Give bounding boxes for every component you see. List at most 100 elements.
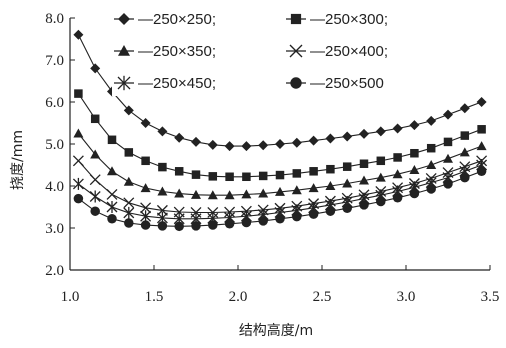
legend-item: —250×450; [112, 70, 216, 96]
x-tick-label: 3.0 [397, 289, 416, 305]
data-point [107, 214, 117, 224]
axes: 2.0 3.0 4.0 5.0 6.0 7.0 8.0 1.0 1.5 2.0 2.5 3.0 3.5 [45, 11, 499, 305]
data-point [275, 139, 285, 149]
data-point [325, 206, 336, 216]
data-point [89, 190, 101, 203]
legend-label: —250×400; [310, 43, 388, 60]
data-point [157, 221, 168, 231]
data-point [258, 188, 269, 198]
data-point [342, 178, 353, 188]
data-point [326, 164, 335, 174]
data-point [124, 148, 134, 157]
data-point [409, 120, 420, 131]
data-point [224, 190, 235, 200]
data-point [106, 201, 118, 213]
data-point [174, 167, 184, 176]
data-point [359, 175, 369, 185]
data-point [258, 216, 268, 226]
data-point [140, 202, 152, 214]
legend-marker [290, 13, 302, 25]
y-tick-label: 4.0 [45, 179, 64, 195]
data-point [409, 188, 420, 199]
data-point [309, 167, 318, 176]
data-point [141, 156, 150, 166]
x-stroke [106, 188, 118, 200]
data-point [275, 170, 285, 180]
data-point [476, 166, 487, 177]
legend: —250×250; —250×300; —250×350; —250×400; —250… [112, 6, 388, 96]
data-point [342, 203, 352, 214]
data-point [459, 147, 470, 157]
data-point [72, 155, 84, 167]
x-axis-title: 结构高度/m [239, 322, 313, 339]
legend-marker [289, 44, 303, 58]
series-1 [74, 89, 486, 182]
data-point [476, 97, 487, 107]
data-point [476, 141, 487, 151]
data-point [123, 197, 135, 209]
data-point [292, 169, 302, 178]
y-tick-label: 5.0 [45, 137, 64, 153]
data-point [242, 172, 251, 182]
data-point [392, 193, 403, 203]
data-point [459, 103, 470, 114]
data-point [123, 206, 135, 219]
data-point [140, 210, 152, 223]
legend-item: —250×300; [284, 6, 388, 32]
data-point [460, 172, 470, 183]
data-point [392, 169, 403, 179]
data-point [241, 189, 252, 199]
data-point [275, 214, 285, 224]
legend-item: —250×400; [284, 38, 388, 64]
data-point [90, 114, 100, 124]
y-tick-label: 6.0 [45, 95, 64, 111]
data-point [106, 188, 118, 200]
x-tick-label: 2.0 [229, 289, 248, 305]
data-point [426, 115, 437, 126]
data-point [443, 137, 453, 147]
y-tick-label: 8.0 [45, 11, 64, 27]
data-point [140, 118, 151, 128]
legend-marker [290, 77, 302, 89]
data-point [291, 137, 302, 148]
data-point [207, 139, 218, 150]
legend-label: —250×450; [138, 75, 216, 92]
y-axis-title: 挠度/mm [10, 130, 26, 190]
data-point [191, 170, 201, 179]
data-point [410, 148, 419, 158]
data-point [241, 141, 252, 152]
data-point [392, 123, 403, 134]
data-point [72, 177, 84, 190]
data-point [292, 211, 302, 222]
data-point [90, 63, 101, 74]
data-point [393, 153, 402, 162]
data-point [191, 189, 201, 199]
data-point [208, 172, 218, 181]
data-point [73, 29, 84, 40]
y-tick-label: 2.0 [45, 263, 64, 279]
data-point [426, 160, 437, 169]
data-point [426, 184, 436, 194]
x-stroke [72, 155, 84, 167]
data-point [325, 181, 336, 190]
data-point [224, 219, 235, 229]
legend-marker [117, 75, 131, 91]
data-point [174, 132, 185, 143]
data-point [73, 193, 84, 204]
data-point [157, 126, 168, 137]
data-point [107, 166, 117, 176]
data-point [291, 185, 302, 195]
x-stroke [123, 197, 135, 209]
legend-marker [118, 45, 130, 56]
series-2 [73, 128, 487, 200]
x-tick-label: 3.5 [481, 289, 500, 305]
x-tick-label: 1.5 [145, 289, 164, 305]
data-point [308, 209, 319, 219]
data-point [124, 218, 134, 228]
data-point [90, 149, 101, 159]
data-point [443, 109, 453, 120]
data-point [443, 153, 453, 163]
series-layer [72, 29, 488, 232]
data-point [74, 89, 83, 98]
